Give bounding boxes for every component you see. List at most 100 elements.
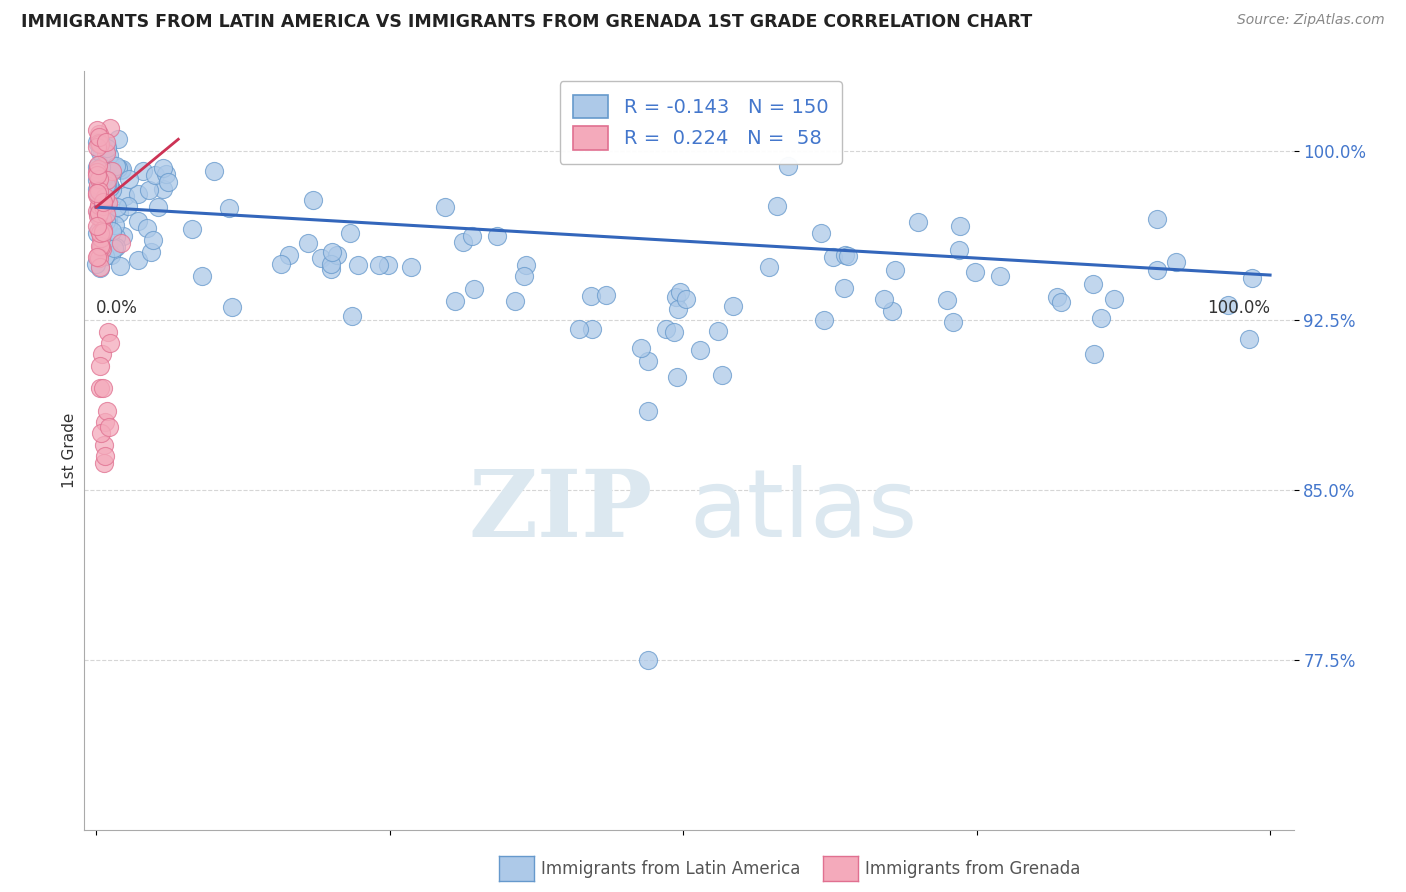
Point [86, 158, 108, 172]
Point [87, 199, 110, 213]
Point [90, 240, 112, 254]
Point [91, 194, 114, 209]
Point [89, 136, 111, 151]
Point [86, 182, 108, 196]
Point [367, 258, 389, 272]
Point [93, 438, 115, 452]
Point [377, 259, 399, 273]
Point [567, 322, 589, 336]
Point [823, 250, 845, 264]
Point [127, 214, 149, 228]
Point [810, 226, 832, 240]
Point [98, 155, 121, 169]
Point [666, 370, 689, 384]
Point [97, 212, 120, 227]
Point [813, 313, 835, 327]
Point [93, 189, 115, 203]
Point [87, 198, 110, 212]
Point [340, 309, 363, 323]
Point [87, 172, 110, 186]
Point [104, 240, 127, 254]
Point [107, 206, 129, 220]
Point [89, 260, 111, 275]
Point [1218, 298, 1240, 312]
Point [460, 229, 482, 244]
Point [515, 258, 537, 272]
Point [766, 199, 789, 213]
Point [146, 200, 169, 214]
Point [321, 257, 343, 271]
Point [463, 282, 485, 296]
Point [98, 177, 121, 191]
Point [93, 168, 115, 182]
Point [93, 169, 115, 184]
Point [142, 233, 165, 247]
Point [513, 268, 536, 283]
Point [152, 181, 174, 195]
Point [86, 162, 108, 177]
Point [89, 260, 111, 275]
Text: IMMIGRANTS FROM LATIN AMERICA VS IMMIGRANTS FROM GRENADA 1ST GRADE CORRELATION C: IMMIGRANTS FROM LATIN AMERICA VS IMMIGRA… [21, 13, 1032, 31]
Text: 100.0%: 100.0% [1206, 299, 1270, 317]
Point [91, 199, 114, 213]
Point [721, 299, 744, 313]
Point [103, 241, 125, 255]
Point [107, 161, 129, 175]
Point [96, 404, 118, 418]
Point [278, 248, 301, 262]
Point [1102, 293, 1125, 307]
Y-axis label: 1st Grade: 1st Grade [62, 413, 77, 488]
Point [94, 167, 117, 181]
Point [630, 341, 652, 355]
Point [101, 224, 124, 238]
Point [98, 164, 121, 178]
Point [503, 293, 526, 308]
Point [86, 123, 108, 137]
Point [97, 238, 120, 252]
Point [91, 215, 114, 229]
Point [581, 321, 603, 335]
Point [104, 219, 127, 233]
Point [111, 161, 134, 176]
Point [93, 209, 115, 223]
Point [117, 199, 139, 213]
Point [948, 243, 970, 257]
Point [114, 189, 136, 203]
Point [832, 281, 855, 295]
Point [96, 173, 118, 187]
Point [326, 248, 349, 262]
Point [191, 269, 214, 284]
Point [202, 164, 225, 178]
Point [91, 146, 114, 161]
Point [107, 132, 129, 146]
Point [98, 419, 121, 434]
Point [101, 183, 124, 197]
Point [110, 235, 132, 250]
Point [86, 204, 108, 219]
Point [86, 188, 108, 202]
Point [221, 300, 243, 314]
Point [86, 136, 108, 150]
Point [1083, 347, 1105, 361]
Point [321, 262, 343, 277]
Point [84, 257, 107, 271]
Point [105, 230, 128, 244]
Point [689, 343, 711, 357]
Point [655, 322, 678, 336]
Point [93, 456, 115, 470]
Point [96, 207, 118, 221]
Point [96, 141, 118, 155]
Point [108, 259, 131, 273]
Point [110, 163, 132, 178]
Point [942, 315, 965, 329]
Text: Source: ZipAtlas.com: Source: ZipAtlas.com [1237, 13, 1385, 28]
Point [837, 249, 859, 263]
Point [87, 249, 110, 263]
Point [100, 248, 122, 262]
Point [96, 172, 118, 186]
Point [1239, 332, 1261, 346]
Point [1166, 254, 1188, 268]
Point [91, 381, 114, 395]
Point [90, 230, 112, 244]
Point [94, 135, 117, 149]
